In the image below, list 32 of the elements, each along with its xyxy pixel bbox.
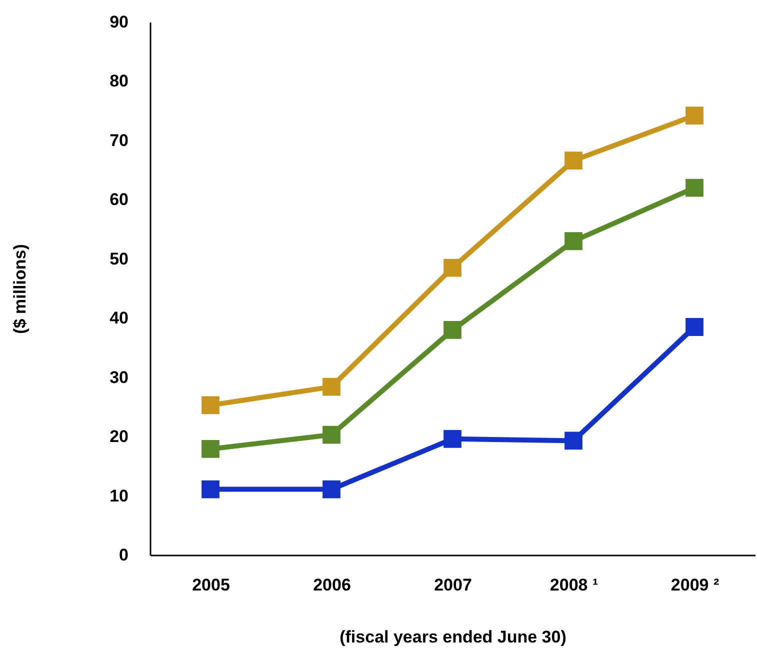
point	[202, 480, 220, 498]
y-tick-label: 70	[110, 130, 128, 150]
point	[322, 480, 340, 498]
y-tick-label: 80	[110, 72, 128, 91]
y-tick-label: 30	[110, 368, 128, 387]
y-tick-label: 90	[110, 12, 128, 32]
point	[322, 426, 340, 444]
x-tick-label: 2008 ¹	[550, 576, 598, 594]
point	[444, 430, 462, 448]
point	[564, 152, 582, 170]
x-axis-title: (fiscal years ended June 30)	[340, 628, 566, 646]
y-tick-label: 20	[110, 427, 128, 446]
x-tick-label: 2007	[434, 576, 472, 594]
y-tick-label: 60	[110, 190, 128, 210]
point	[202, 396, 220, 414]
point	[686, 178, 704, 197]
point	[202, 440, 220, 458]
x-tick-label: 2006	[313, 576, 351, 594]
y-tick-label: 40	[110, 308, 128, 328]
y-tick-label: 0	[119, 546, 128, 564]
point	[686, 106, 704, 125]
x-tick-label: 2005	[192, 576, 230, 594]
point	[564, 432, 582, 450]
point	[444, 258, 462, 277]
y-axis-title: ($ millions)	[10, 244, 30, 334]
y-tick-label: 50	[110, 249, 128, 268]
x-tick-label: 2009 ²	[670, 576, 720, 594]
y-tick-label: 10	[110, 486, 128, 506]
point	[444, 321, 462, 339]
point	[322, 378, 340, 396]
point	[564, 232, 582, 250]
point	[686, 318, 704, 336]
